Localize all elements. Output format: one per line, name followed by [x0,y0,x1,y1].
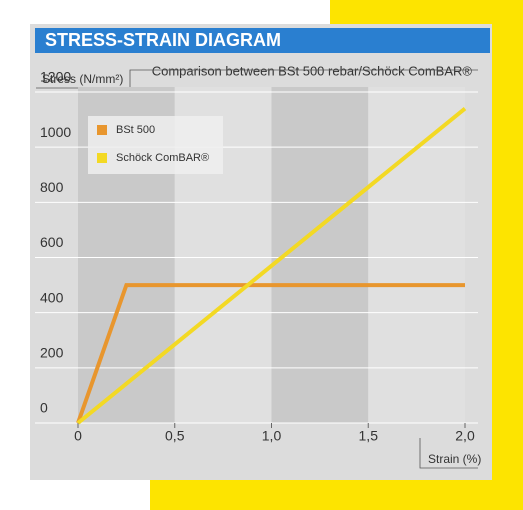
title-bar [35,28,490,53]
x-tick-label: 1,5 [359,428,379,444]
legend-swatch [97,125,107,135]
band [368,87,465,423]
y-tick-label: 800 [40,179,64,195]
line [76,283,465,424]
y-axis-label: Stress (N/mm²) [42,72,123,86]
x-axis-label: Strain (%) [428,452,481,466]
x-tick-label: 0,5 [165,428,185,444]
x-tick-label: 1,0 [262,428,282,444]
y-tick-label: 400 [40,289,64,305]
y-tick-label: 200 [40,345,64,361]
legend-swatch [97,153,107,163]
chart-title: STRESS-STRAIN DIAGRAM [45,30,281,50]
legend-label: BSt 500 [116,124,155,136]
x-tick-label: 0 [74,428,82,444]
y-tick-label: 1200 [40,69,71,85]
subtitle: Comparison between BSt 500 rebar/Schöck … [152,63,473,78]
legend-box [88,116,223,174]
legend-label: Schöck ComBAR® [116,152,209,164]
y-tick-label: 0 [40,400,48,416]
y-tick-label: 600 [40,234,64,250]
label-frame-x [419,438,478,469]
y-tick-label: 1000 [40,124,71,140]
line [76,106,467,425]
x-tick-label: 2,0 [455,428,475,444]
